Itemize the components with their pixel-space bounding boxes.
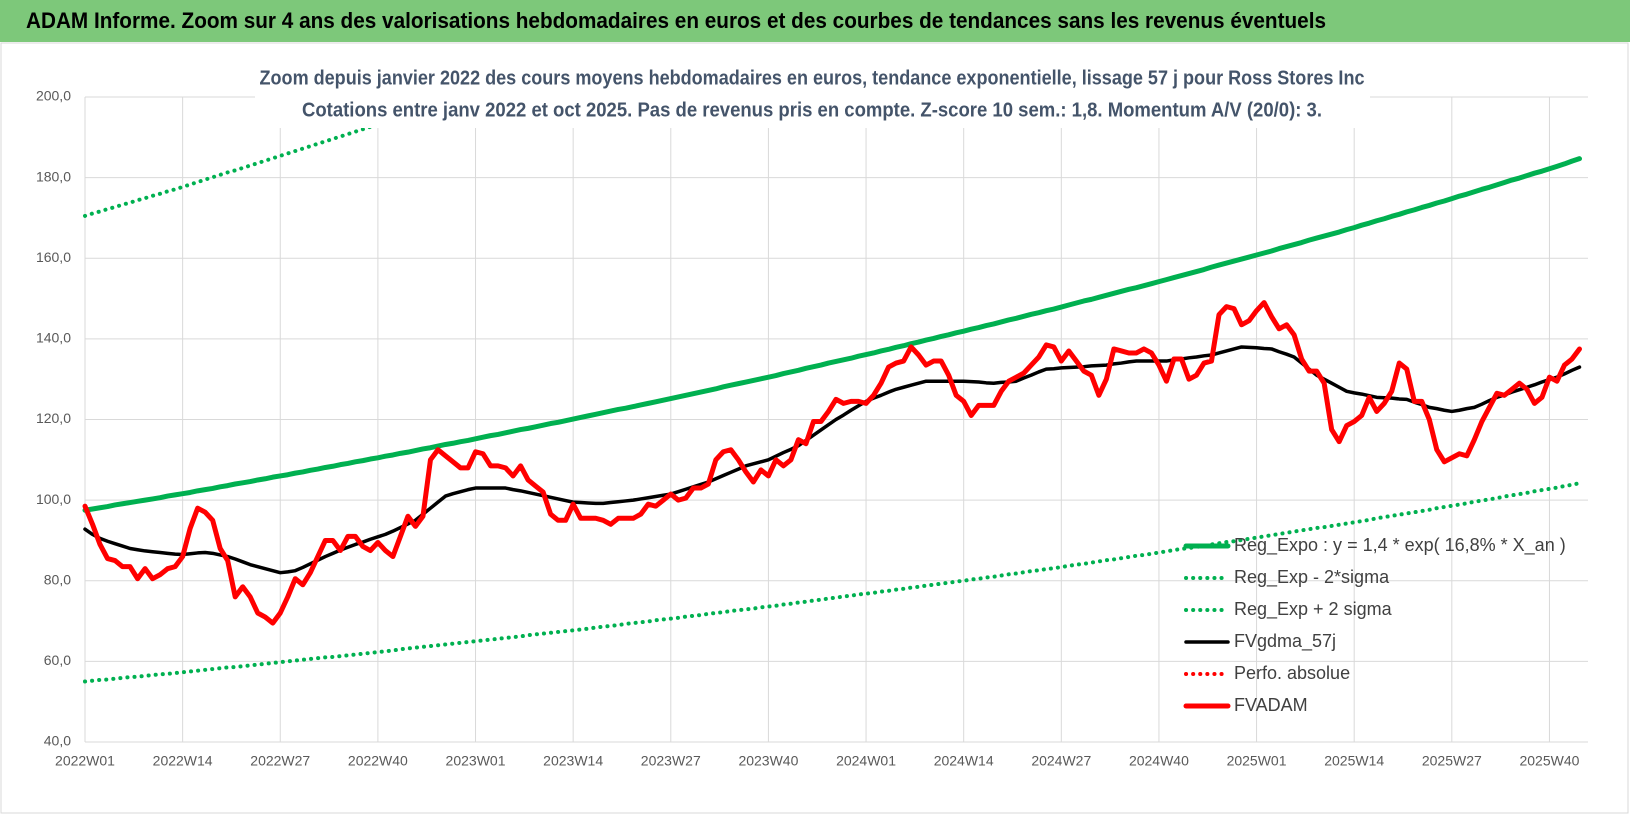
header-title: ADAM Informe. Zoom sur 4 ans des valoris… [26, 8, 1326, 33]
x-tick-label: 2022W14 [153, 753, 213, 769]
legend-label: Perfo. absolue [1234, 663, 1350, 683]
legend-label: Reg_Exp + 2 sigma [1234, 599, 1393, 620]
y-tick-label: 120,0 [36, 410, 71, 426]
x-tick-label: 2024W27 [1031, 753, 1091, 769]
y-tick-label: 160,0 [36, 249, 71, 265]
y-tick-label: 140,0 [36, 330, 71, 346]
x-tick-label: 2023W01 [446, 753, 506, 769]
y-tick-label: 80,0 [44, 571, 71, 587]
x-tick-label: 2022W40 [348, 753, 408, 769]
x-tick-label: 2022W27 [250, 753, 310, 769]
series-line [83, 481, 1582, 684]
x-tick-label: 2025W27 [1422, 753, 1482, 769]
legend-label: FVgdma_57j [1234, 631, 1336, 652]
series-line [83, 97, 465, 218]
title-box [255, 60, 1370, 128]
x-tick-label: 2025W40 [1519, 753, 1579, 769]
chart-frame [0, 42, 1629, 814]
y-tick-label: 100,0 [36, 491, 71, 507]
x-tick-label: 2024W40 [1129, 753, 1189, 769]
legend-label: FVADAM [1234, 695, 1308, 715]
x-tick-label: 2023W40 [738, 753, 798, 769]
chart-subtitle: Cotations entre janv 2022 et oct 2025. P… [302, 99, 1322, 121]
y-tick-label: 40,0 [44, 733, 71, 749]
y-tick-label: 200,0 [36, 88, 71, 104]
x-tick-label: 2024W01 [836, 753, 896, 769]
series-line [82, 156, 1582, 513]
x-tick-label: 2025W01 [1227, 753, 1287, 769]
chart-title: Zoom depuis janvier 2022 des cours moyen… [260, 67, 1365, 89]
legend-label: Reg_Expo : y = 1,4 * exp( 16,8% * X_an ) [1234, 535, 1566, 556]
x-tick-label: 2025W14 [1324, 753, 1384, 769]
legend-label: Reg_Exp - 2*sigma [1234, 567, 1390, 588]
header-band [0, 0, 1630, 42]
series-line [83, 345, 1582, 575]
y-tick-label: 180,0 [36, 168, 71, 184]
x-tick-label: 2023W14 [543, 753, 603, 769]
x-tick-label: 2024W14 [934, 753, 994, 769]
x-tick-label: 2023W27 [641, 753, 701, 769]
y-tick-label: 60,0 [44, 652, 71, 668]
x-tick-label: 2022W01 [55, 753, 115, 769]
series-line [82, 300, 1582, 626]
